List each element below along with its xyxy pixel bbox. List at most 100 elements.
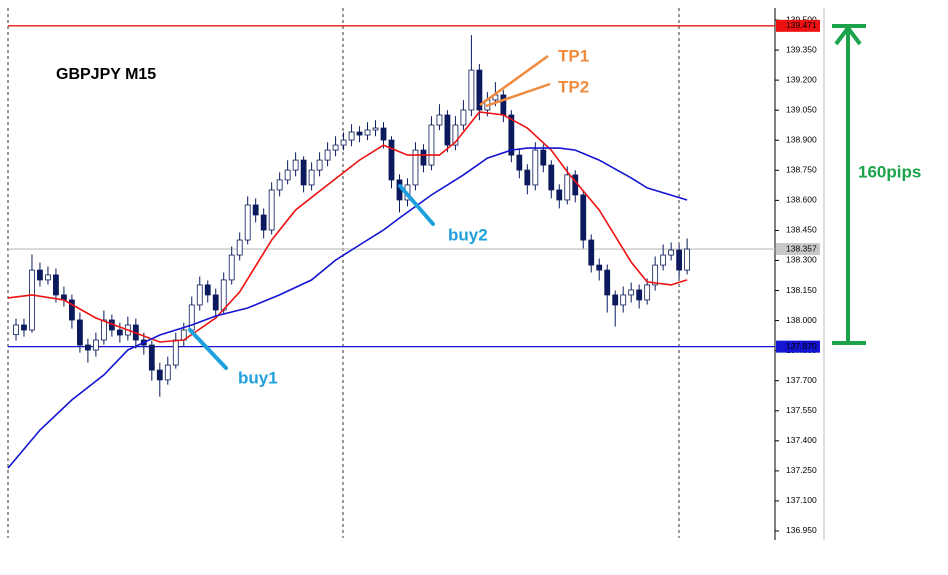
annotation: buy2 bbox=[448, 225, 488, 244]
candle-body bbox=[524, 169, 531, 186]
candle-body bbox=[580, 194, 587, 241]
candle-body bbox=[500, 94, 507, 116]
y-tick-label: 137.700 bbox=[786, 375, 817, 385]
y-tick-label: 138.600 bbox=[786, 195, 817, 205]
candle-body bbox=[100, 319, 107, 341]
y-tick-label: 137.100 bbox=[786, 495, 817, 505]
candle-body bbox=[92, 339, 99, 351]
candle-body bbox=[460, 109, 467, 126]
annotation: buy1 bbox=[238, 368, 278, 387]
candle-body bbox=[45, 274, 51, 281]
candle-body bbox=[37, 269, 43, 281]
candle-body bbox=[668, 249, 675, 256]
candle-body bbox=[412, 149, 419, 186]
candle-body bbox=[308, 169, 315, 186]
price-label: 139.471 bbox=[786, 20, 817, 30]
candle-body bbox=[636, 289, 643, 301]
chart-title: GBPJPY M15 bbox=[56, 66, 156, 83]
candle-body bbox=[324, 149, 331, 161]
annotation: 160pips bbox=[858, 162, 921, 181]
candle-body bbox=[588, 239, 595, 266]
price-label-box bbox=[776, 243, 820, 256]
candle-body bbox=[444, 114, 451, 146]
candle-body bbox=[644, 284, 651, 301]
candle-body bbox=[532, 149, 539, 186]
arrow-head bbox=[834, 24, 862, 46]
candle-body bbox=[420, 149, 427, 166]
candle-body bbox=[556, 189, 563, 201]
candle-body bbox=[276, 179, 283, 191]
annotation: TP1 bbox=[558, 46, 589, 65]
candle-body bbox=[21, 324, 27, 331]
candle-body bbox=[148, 344, 155, 371]
candle-body bbox=[204, 284, 211, 296]
candle-body bbox=[29, 269, 35, 331]
candle-body bbox=[620, 294, 627, 306]
candle-body bbox=[172, 339, 179, 366]
candle-body bbox=[604, 269, 611, 296]
candle-body bbox=[612, 294, 619, 306]
y-tick-label: 138.900 bbox=[786, 134, 817, 144]
candle-body bbox=[572, 174, 579, 196]
candle-body bbox=[428, 124, 435, 166]
candle-body bbox=[628, 289, 635, 296]
candle-body bbox=[156, 369, 163, 381]
candle-body bbox=[212, 294, 219, 311]
candle-body bbox=[660, 254, 667, 266]
y-tick-label: 139.500 bbox=[786, 14, 817, 24]
y-tick-label: 139.200 bbox=[786, 74, 817, 84]
candle-body bbox=[564, 174, 571, 201]
y-tick-label: 138.000 bbox=[786, 315, 817, 325]
y-tick-label: 136.950 bbox=[786, 525, 817, 535]
annotation: TP2 bbox=[558, 77, 589, 96]
price-label: 137.870 bbox=[786, 341, 817, 351]
price-label-box bbox=[776, 340, 820, 353]
candle-body bbox=[84, 344, 91, 351]
candle-body bbox=[508, 114, 515, 156]
y-tick-label: 137.400 bbox=[786, 435, 817, 445]
y-tick-label: 138.750 bbox=[786, 165, 817, 175]
arrow bbox=[485, 82, 551, 108]
candle-body bbox=[284, 169, 291, 181]
candle-body bbox=[316, 159, 323, 171]
candle-body bbox=[548, 164, 555, 191]
arrow bbox=[479, 54, 549, 107]
candle-body bbox=[468, 69, 475, 111]
candle-body bbox=[540, 149, 547, 166]
candle-body bbox=[220, 279, 227, 311]
candle-body bbox=[340, 139, 347, 146]
candle-body bbox=[364, 129, 371, 136]
candle-body bbox=[516, 154, 523, 171]
y-tick-label: 138.300 bbox=[786, 255, 817, 265]
candle-body bbox=[388, 139, 395, 181]
candle-body bbox=[476, 69, 483, 111]
y-tick-label: 138.150 bbox=[786, 285, 817, 295]
price-label-box bbox=[776, 19, 820, 32]
candle-body bbox=[260, 214, 267, 231]
candle-body bbox=[652, 264, 659, 286]
candle-body bbox=[356, 131, 363, 136]
candle-body bbox=[164, 364, 171, 381]
candle-body bbox=[244, 204, 251, 241]
candle-body bbox=[332, 144, 339, 151]
y-tick-label: 138.450 bbox=[786, 225, 817, 235]
moving-average bbox=[7, 111, 688, 343]
y-tick-label: 137.250 bbox=[786, 465, 817, 475]
candle-body bbox=[116, 329, 123, 336]
range-arrow bbox=[832, 24, 866, 345]
candle-body bbox=[596, 264, 603, 271]
candle-body bbox=[676, 249, 683, 271]
candle-body bbox=[380, 127, 387, 141]
candle-body bbox=[196, 284, 203, 306]
price-label: 138.357 bbox=[786, 243, 817, 253]
candle-body bbox=[228, 254, 235, 281]
y-tick-label: 139.050 bbox=[786, 104, 817, 114]
candle-body bbox=[236, 239, 243, 256]
candle-body bbox=[292, 159, 299, 171]
candle-body bbox=[452, 124, 459, 146]
candle-body bbox=[77, 319, 83, 346]
arrow bbox=[188, 328, 228, 370]
candle-body bbox=[69, 299, 75, 321]
